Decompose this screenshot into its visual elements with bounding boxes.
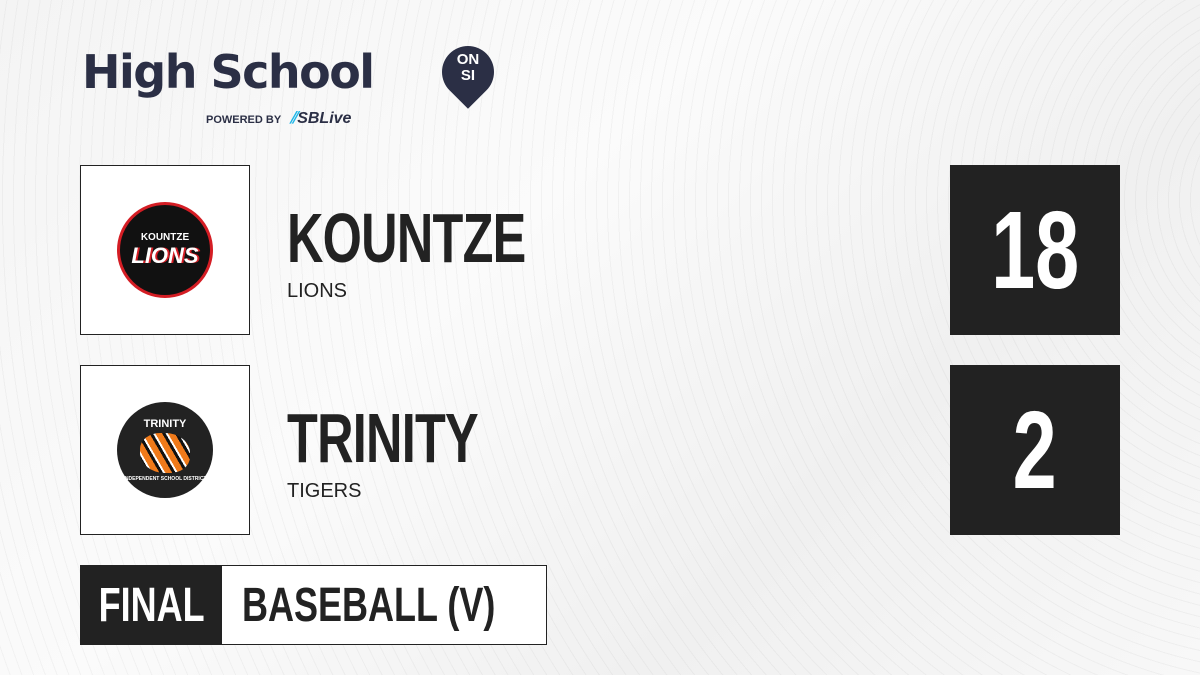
score-value: 2 <box>1012 388 1058 512</box>
sblive-logo: ⫽SBLive <box>290 110 352 127</box>
team-score: 18 <box>950 165 1120 335</box>
powered-by-label: POWERED BY <box>206 114 281 126</box>
brand-logo: High School ON SI POWERED BY ⫽SBLive <box>82 35 505 127</box>
sport-label-box: BASEBALL (V) <box>222 566 580 644</box>
score-value: 18 <box>990 188 1080 312</box>
team-mascot: TIGERS <box>287 480 362 502</box>
tiger-icon <box>140 433 190 473</box>
logo-text: INDEPENDENT SCHOOL DISTRICT <box>123 476 207 482</box>
team-name: KOUNTZE <box>287 199 526 277</box>
brand-badge: ON SI <box>442 52 494 84</box>
sport-label: BASEBALL (V) <box>242 578 496 632</box>
badge-top: ON <box>456 51 480 68</box>
game-status-bar: FINAL BASEBALL (V) <box>80 565 547 645</box>
badge-bottom: SI <box>460 67 476 84</box>
partner-name: SBLive <box>297 110 352 127</box>
brand-title: High School <box>82 45 375 99</box>
team-logo-box-away: TRINITY INDEPENDENT SCHOOL DISTRICT <box>80 365 250 535</box>
trinity-tigers-logo: TRINITY INDEPENDENT SCHOOL DISTRICT <box>117 402 213 498</box>
logo-text: LIONS <box>131 242 199 268</box>
team-score: 2 <box>950 365 1120 535</box>
team-mascot: LIONS <box>287 280 348 302</box>
team-logo-box-home: KOUNTZE LIONS <box>80 165 250 335</box>
logo-text: TRINITY <box>143 418 187 430</box>
team-name: TRINITY <box>287 399 479 477</box>
final-badge: FINAL <box>81 566 223 644</box>
kountze-lions-logo: KOUNTZE LIONS <box>117 202 213 298</box>
powered-by: POWERED BY ⫽SBLive <box>206 110 351 128</box>
status-label: FINAL <box>98 578 205 632</box>
logo-text: KOUNTZE <box>140 231 190 243</box>
